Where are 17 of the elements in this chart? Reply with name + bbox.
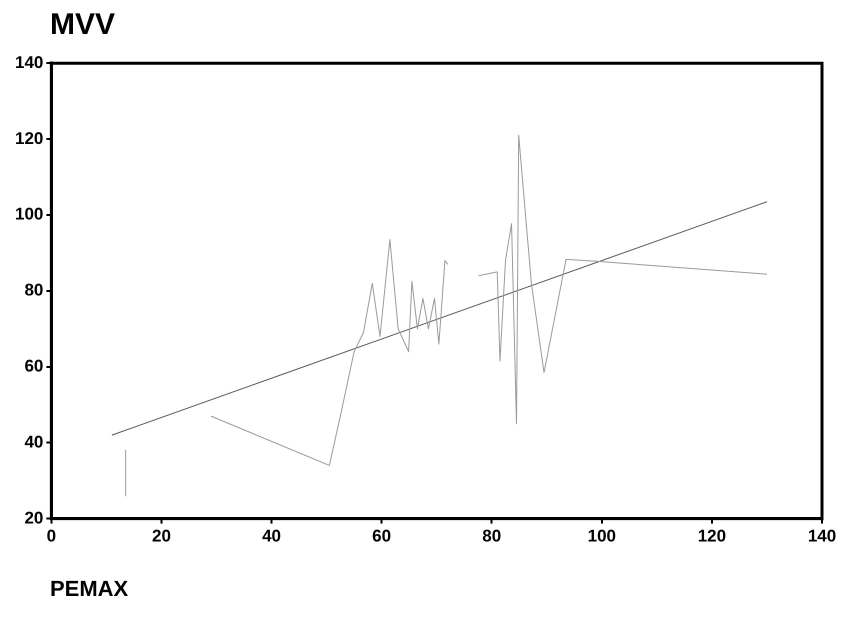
y-tick-label: 20: [24, 508, 44, 528]
x-tick-label: 140: [808, 526, 836, 546]
y-tick-label: 140: [14, 52, 44, 72]
y-tick-label: 80: [24, 280, 44, 300]
x-axis-title: PEMAX: [50, 576, 128, 602]
y-tick-label: 60: [24, 356, 44, 376]
x-tick-label: 20: [152, 526, 171, 546]
x-tick-label: 0: [46, 526, 56, 546]
x-tick-label: 100: [588, 526, 616, 546]
y-tick-label: 40: [24, 432, 44, 452]
y-tick-label: 120: [14, 128, 44, 148]
y-tick-label: 100: [14, 204, 44, 224]
x-tick-label: 60: [372, 526, 392, 546]
x-tick-label: 120: [698, 526, 726, 546]
x-tick-label: 80: [482, 526, 502, 546]
x-tick-label: 40: [262, 526, 282, 546]
y-axis-title: MVV: [50, 8, 116, 42]
